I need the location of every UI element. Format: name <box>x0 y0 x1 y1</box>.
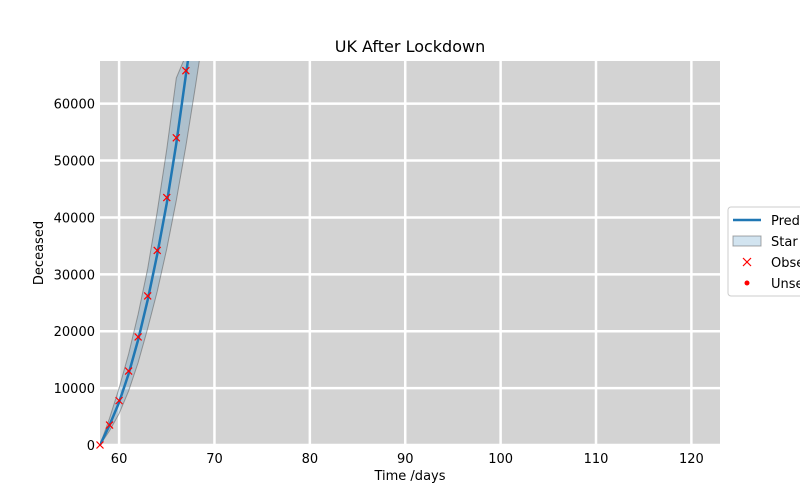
legend-swatch-band <box>732 235 762 247</box>
legend: Pred Star Obse Unse <box>727 206 800 297</box>
legend-label: Unse <box>771 277 800 292</box>
y-tick-label: 40000 <box>54 211 95 226</box>
prediction-line <box>100 61 190 445</box>
observed-point-stroke <box>143 292 152 300</box>
chart-title: UK After Lockdown <box>335 37 485 56</box>
y-axis-title: Deceased <box>32 221 47 285</box>
x-tick-label: 110 <box>584 452 609 467</box>
observed-point-stroke <box>105 421 114 430</box>
observed-point-stroke <box>124 367 133 375</box>
y-tick-label: 0 <box>87 439 95 454</box>
chart-marks <box>100 61 200 445</box>
observed-point-stroke <box>115 396 124 405</box>
observed-point-stroke <box>172 133 181 142</box>
x-tick-label: 100 <box>488 452 513 467</box>
observed-point <box>172 133 181 142</box>
x-axis-title: Time /days <box>373 469 445 484</box>
y-tick-label: 30000 <box>54 268 95 283</box>
observed-point-stroke <box>96 441 104 449</box>
observed-point-stroke <box>134 332 143 341</box>
observed-point <box>181 66 190 75</box>
y-tick-label: 20000 <box>54 325 95 340</box>
legend-swatch-x <box>742 257 752 267</box>
x-axis-ticks: 60 70 80 90 100 110 120 <box>111 452 704 467</box>
observed-point <box>105 421 114 430</box>
x-tick-label: 90 <box>397 452 414 467</box>
observed-point-stroke <box>162 193 171 202</box>
x-tick-label: 60 <box>111 452 128 467</box>
observed-point-stroke <box>153 246 162 255</box>
legend-box <box>727 206 800 297</box>
chart-markers <box>96 66 190 449</box>
legend-label: Star <box>771 235 798 250</box>
x-tick-label: 80 <box>302 452 319 467</box>
legend-label: Pred <box>771 214 800 229</box>
observed-point-stroke <box>181 66 190 75</box>
grid <box>100 61 720 447</box>
observed-point <box>162 193 171 202</box>
y-tick-label: 10000 <box>54 382 95 397</box>
legend-label: Obse <box>771 256 800 271</box>
x-tick-label: 120 <box>679 452 704 467</box>
observed-point <box>124 367 133 375</box>
observed-point <box>143 292 152 300</box>
y-axis-ticks: 0 10000 20000 30000 40000 50000 60000 <box>54 98 95 454</box>
observed-point <box>134 332 143 341</box>
plot-background <box>100 61 720 445</box>
observed-point <box>153 246 162 255</box>
y-tick-label: 60000 <box>54 98 95 113</box>
y-tick-label: 50000 <box>54 155 95 170</box>
observed-point <box>96 441 104 449</box>
x-tick-label: 70 <box>206 452 223 467</box>
legend-swatch-dot <box>744 280 750 286</box>
observed-point <box>115 396 124 405</box>
